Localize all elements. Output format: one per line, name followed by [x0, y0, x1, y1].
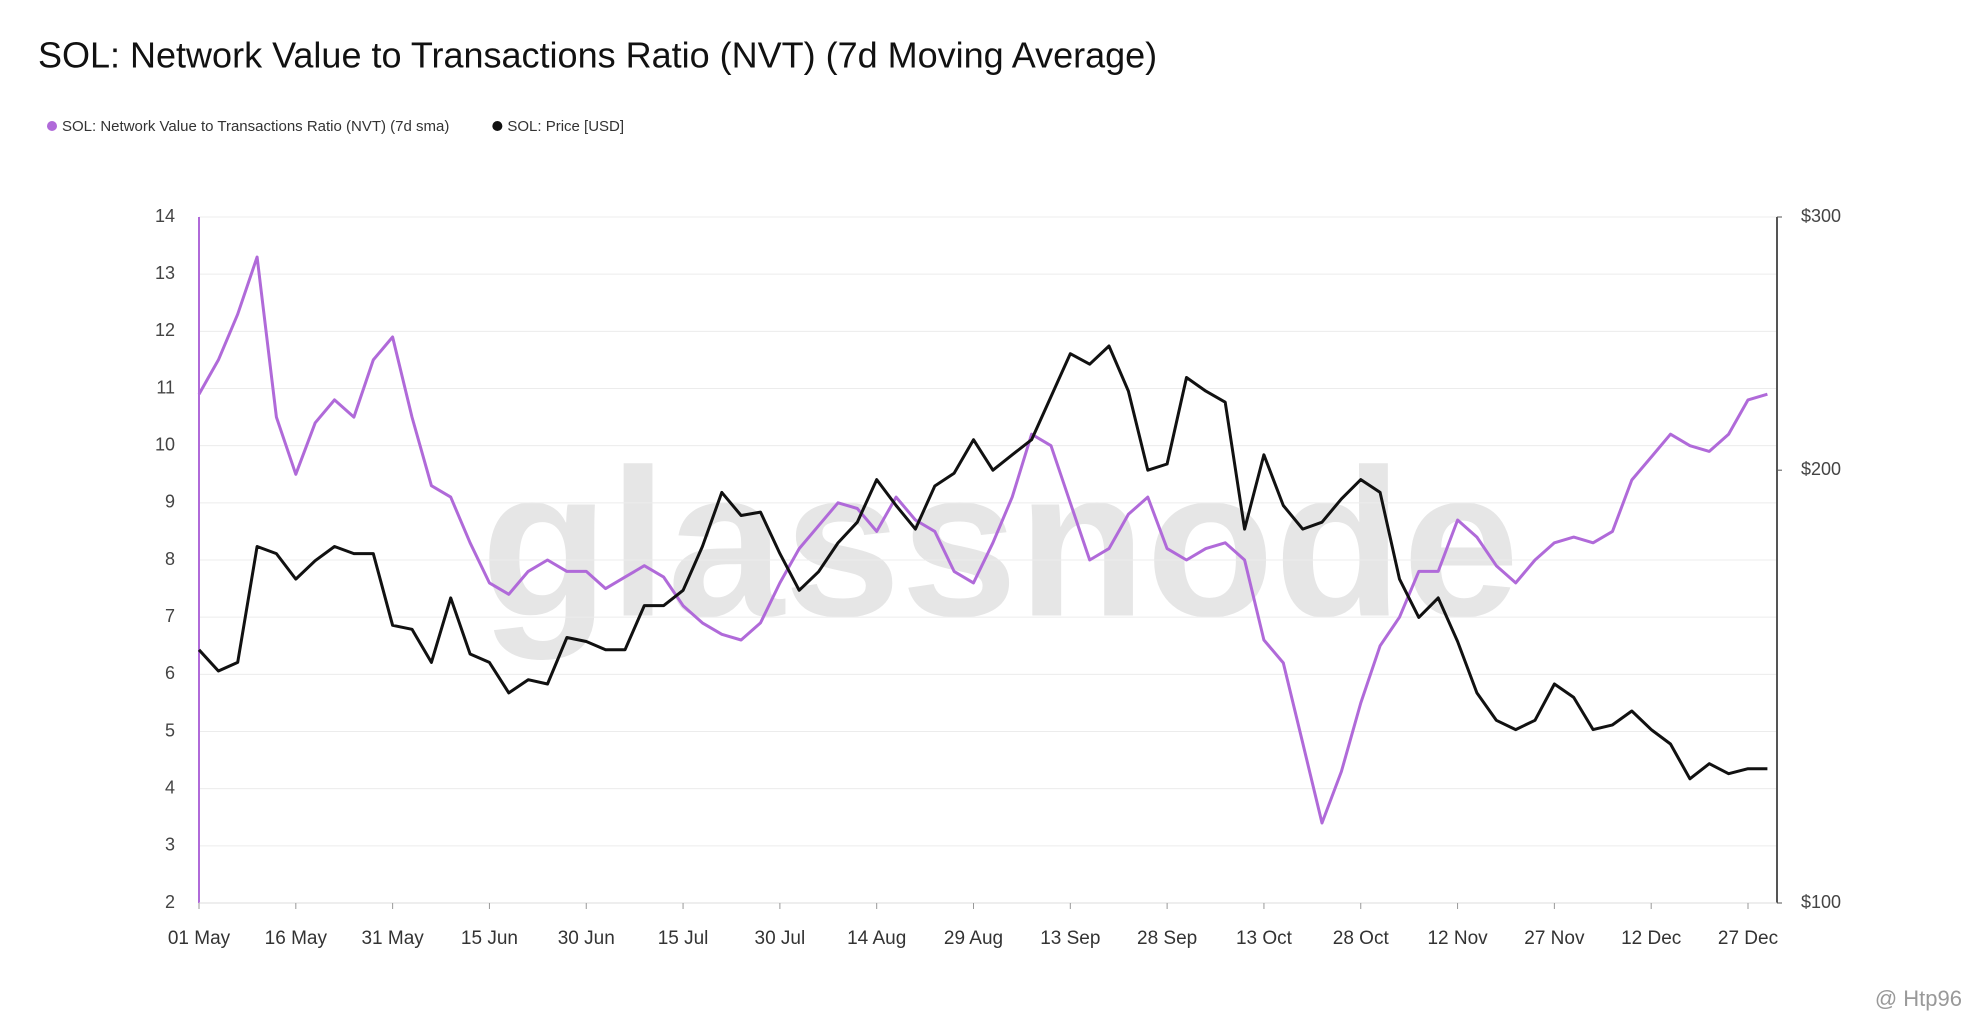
x-tick-label: 14 Aug — [847, 928, 906, 949]
y-tick-label: 13 — [155, 263, 175, 283]
x-tick-label: 30 Jul — [755, 928, 806, 949]
y-tick-label: 14 — [155, 206, 175, 226]
series-line — [197, 255, 1768, 825]
x-tick-label: 12 Nov — [1427, 928, 1488, 949]
x-tick-label: 12 Dec — [1621, 928, 1681, 949]
y2-tick-label: $200 — [1801, 459, 1841, 479]
x-tick-label: 15 Jul — [658, 928, 709, 949]
series-line — [197, 344, 1768, 781]
y-tick-label: 6 — [165, 663, 175, 683]
y-tick-label: 7 — [165, 606, 175, 626]
x-tick-label: 15 Jun — [461, 928, 518, 949]
credit: @ Htp96 — [1875, 986, 1962, 1011]
x-tick-label: 01 May — [168, 928, 231, 949]
x-tick-label: 28 Sep — [1137, 928, 1197, 949]
y-tick-label: 9 — [165, 492, 175, 512]
x-tick-label: 16 May — [265, 928, 328, 949]
x-tick-label: 27 Nov — [1524, 928, 1585, 949]
y2-tick-label: $300 — [1801, 206, 1841, 226]
y-tick-label: 8 — [165, 549, 175, 569]
x-tick-label: 28 Oct — [1333, 928, 1390, 949]
x-tick-label: 29 Aug — [944, 928, 1003, 949]
y-tick-label: 2 — [165, 892, 175, 912]
x-tick-label: 13 Oct — [1236, 928, 1293, 949]
x-tick-label: 27 Dec — [1718, 928, 1778, 949]
legend-marker — [492, 121, 503, 131]
chart-title: SOL: Network Value to Transactions Ratio… — [38, 35, 1157, 76]
y2-tick-label: $100 — [1801, 892, 1841, 912]
legend-label: SOL: Network Value to Transactions Ratio… — [62, 118, 449, 135]
y-tick-label: 12 — [155, 320, 175, 340]
x-tick-label: 13 Sep — [1040, 928, 1100, 949]
y-tick-label: 3 — [165, 835, 175, 855]
y-tick-label: 4 — [165, 777, 175, 797]
legend-label: SOL: Price [USD] — [507, 118, 624, 135]
y-tick-label: 11 — [156, 377, 175, 397]
x-tick-label: 30 Jun — [558, 928, 615, 949]
y-tick-label: 5 — [165, 720, 175, 740]
y-tick-label: 10 — [155, 434, 175, 454]
legend-marker — [47, 121, 57, 131]
x-tick-label: 31 May — [361, 928, 424, 949]
